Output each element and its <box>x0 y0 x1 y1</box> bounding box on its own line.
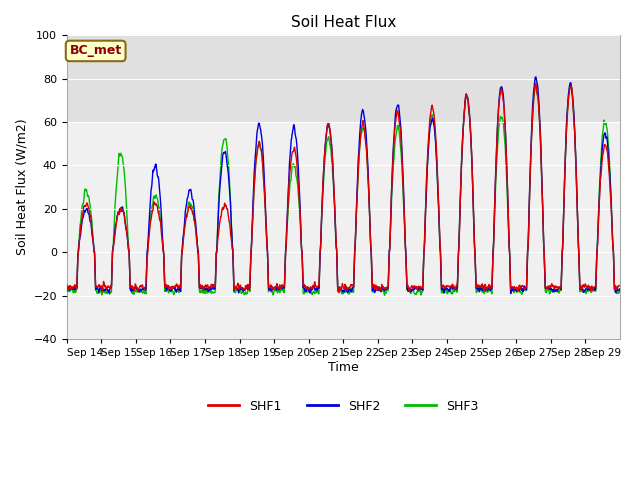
SHF2 <box>556 284 563 290</box>
SHF2 <box>532 74 540 80</box>
SHF1 <box>616 283 624 288</box>
SHF1 <box>532 81 540 86</box>
SHF1 <box>149 204 157 210</box>
SHF2 <box>507 291 515 297</box>
SHF1 <box>319 198 326 204</box>
SHF2 <box>609 248 617 253</box>
SHF3 <box>555 290 563 296</box>
SHF3 <box>616 286 624 292</box>
Line: SHF3: SHF3 <box>67 85 620 295</box>
SHF3 <box>381 292 388 298</box>
SHF2 <box>329 159 337 165</box>
SHF3 <box>474 287 482 292</box>
SHF1 <box>63 282 70 288</box>
SHF1 <box>329 159 337 165</box>
Line: SHF2: SHF2 <box>67 77 620 294</box>
Text: BC_met: BC_met <box>70 45 122 58</box>
SHF1 <box>556 285 563 291</box>
Legend: SHF1, SHF2, SHF3: SHF1, SHF2, SHF3 <box>203 395 484 418</box>
Title: Soil Heat Flux: Soil Heat Flux <box>291 15 396 30</box>
SHF2 <box>149 169 157 175</box>
SHF1 <box>609 249 617 254</box>
SHF3 <box>609 247 617 253</box>
Bar <box>67 36 620 122</box>
Y-axis label: Soil Heat Flux (W/m2): Soil Heat Flux (W/m2) <box>15 119 28 255</box>
SHF1 <box>474 283 482 288</box>
Line: SHF1: SHF1 <box>67 84 620 292</box>
SHF1 <box>335 289 342 295</box>
X-axis label: Time: Time <box>328 361 358 374</box>
SHF3 <box>149 197 157 203</box>
SHF3 <box>63 289 70 295</box>
SHF2 <box>319 199 326 205</box>
SHF3 <box>319 204 326 210</box>
SHF2 <box>474 285 481 291</box>
SHF2 <box>63 289 70 295</box>
SHF2 <box>616 288 624 293</box>
SHF3 <box>329 171 337 177</box>
SHF3 <box>566 82 574 88</box>
